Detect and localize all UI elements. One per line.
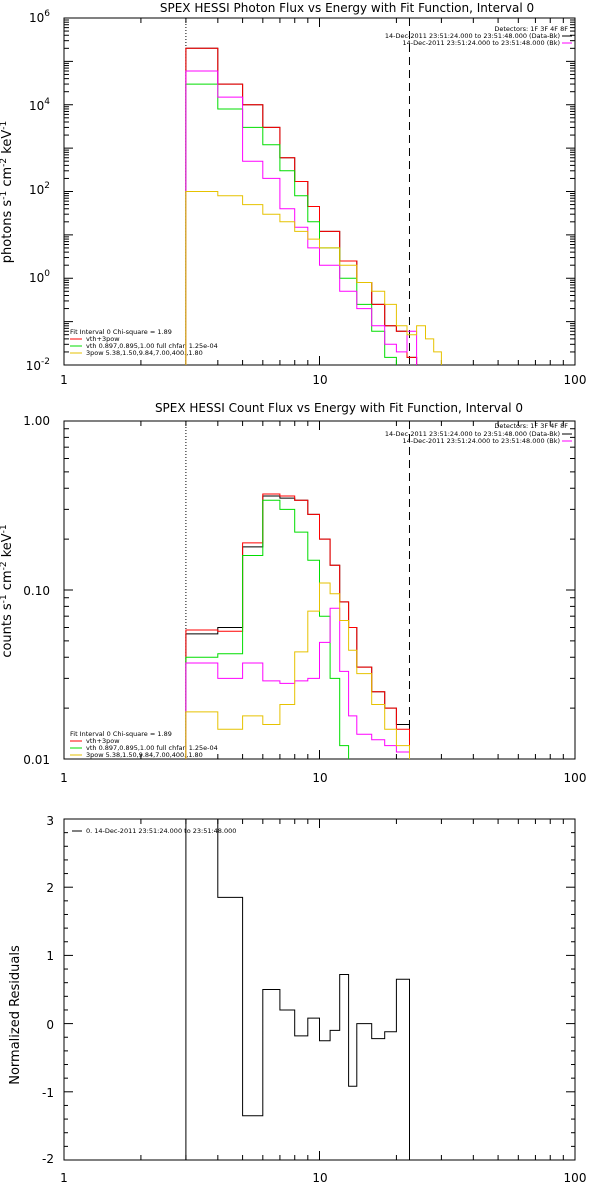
photon-x-tick-label: 10 [312, 373, 327, 387]
count-legend-entry-bk: 14-Dec-2011 23:51:24.000 to 23:51:48.000… [403, 437, 561, 445]
series-line [185, 582, 410, 759]
photon-fit-header: Fit Interval 0 Chi-square = 1.89 [70, 328, 172, 336]
photon-detectors-text: Detectors: 1F 3F 4F 8F [494, 25, 568, 33]
photon-legend-entry-bk: 14-Dec-2011 23:51:24.000 to 23:51:48.000… [403, 39, 561, 47]
residuals-y-tick-label: 3 [46, 814, 54, 828]
series-line [185, 47, 418, 365]
photon-y-tick-labels: 106 104 102 100 10-2 [26, 9, 51, 373]
photon-y-tick-label: 104 [29, 97, 50, 113]
count-y-tick-labels: 1.00 0.10 0.01 [23, 414, 50, 767]
count-x-tick-label: 1 [60, 771, 68, 785]
series-line [185, 493, 410, 759]
count-fit-header: Fit Interval 0 Chi-square = 1.89 [70, 730, 172, 738]
photon-fit-entry: vth 0.897,0.895,1.00 full chfan 1.25e-04 [86, 342, 218, 350]
residuals-x-tick-labels: 1 10 100 [60, 1171, 586, 1185]
count-x-tick-labels: 1 10 100 [60, 771, 586, 785]
series-line [185, 499, 350, 759]
photon-y-axis-label: photons s-1 cm-2 keV-1 [0, 121, 15, 263]
count-panel-title: SPEX HESSI Count Flux vs Energy with Fit… [155, 401, 523, 415]
series-line [185, 191, 442, 365]
residuals-x-tick-label: 1 [60, 1171, 68, 1185]
count-fit-entry: vth+3pow [86, 737, 120, 745]
plot-frame [63, 17, 576, 366]
count-y-tick-label: 1.00 [23, 414, 50, 428]
residuals-y-tick-label: 2 [46, 881, 54, 895]
residuals-y-tick-label: 0 [46, 1018, 54, 1032]
photon-legend-fit: Fit Interval 0 Chi-square = 1.89 vth+3po… [70, 328, 218, 357]
residuals-y-tick-label: 1 [46, 949, 54, 963]
residuals-y-tick-label: -1 [42, 1086, 54, 1100]
photon-panel-title: SPEX HESSI Photon Flux vs Energy with Fi… [160, 1, 534, 15]
count-y-tick-label: 0.10 [23, 584, 50, 598]
photon-y-tick-label: 102 [29, 181, 50, 197]
series-line [185, 47, 418, 365]
photon-y-tick-label: 10-2 [26, 357, 50, 373]
count-fit-entry: vth 0.897,0.895,1.00 full chfan 1.25e-04 [86, 744, 218, 752]
plot-area [185, 18, 442, 365]
count-legend-entry-data: 14-Dec-2011 23:51:24.000 to 23:51:48.000… [385, 430, 560, 438]
series-line [185, 819, 410, 1160]
count-detectors-text: Detectors: 1F 3F 4F 8F [494, 422, 568, 430]
series-line [185, 70, 418, 365]
residuals-legend: 0. 14-Dec-2011 23:51:24.000 to 23:51:48.… [72, 827, 236, 835]
photon-y-tick-label: 100 [29, 269, 50, 285]
count-x-tick-label: 10 [312, 771, 327, 785]
residuals-y-tick-labels: 3 2 1 0 -1 -2 [42, 814, 54, 1166]
residuals-x-tick-label: 10 [312, 1171, 327, 1185]
count-y-tick-label: 0.01 [23, 753, 50, 767]
count-legend-top: Detectors: 1F 3F 4F 8F 14-Dec-2011 23:51… [385, 422, 572, 445]
series-line [185, 607, 410, 759]
plot-frame [63, 818, 576, 1161]
residuals-y-axis-label: Normalized Residuals [8, 945, 23, 1085]
photon-fit-entry: 3pow 5.38,1.50,9.84,7.00,400.,1.80 [86, 349, 203, 357]
photon-x-tick-labels: 1 10 100 [60, 373, 586, 387]
photon-fit-entry: vth+3pow [86, 335, 120, 343]
count-flux-panel: SPEX HESSI Count Flux vs Energy with Fit… [0, 401, 586, 785]
residuals-panel: Normalized Residuals 3 2 1 0 -1 -2 1 10 … [8, 814, 586, 1185]
photon-legend-top: Detectors: 1F 3F 4F 8F 14-Dec-2011 23:51… [385, 25, 572, 47]
photon-x-tick-label: 1 [60, 373, 68, 387]
photon-flux-panel: SPEX HESSI Photon Flux vs Energy with Fi… [0, 1, 586, 387]
series-line [185, 495, 410, 759]
photon-y-tick-label: 106 [29, 9, 50, 25]
photon-x-tick-label: 100 [564, 373, 587, 387]
residuals-x-tick-label: 100 [564, 1171, 587, 1185]
photon-legend-entry-data: 14-Dec-2011 23:51:24.000 to 23:51:48.000… [385, 32, 560, 40]
residuals-y-tick-label: -2 [42, 1152, 54, 1166]
series-line [185, 83, 397, 365]
plot-area [185, 819, 410, 1160]
residuals-legend-entry: 0. 14-Dec-2011 23:51:24.000 to 23:51:48.… [86, 827, 236, 835]
count-y-axis-label: counts s-1 cm-2 keV-1 [0, 524, 15, 657]
count-x-tick-label: 100 [564, 771, 587, 785]
plot-area [185, 421, 410, 759]
count-legend-fit: Fit Interval 0 Chi-square = 1.89 vth+3po… [70, 730, 218, 759]
count-fit-entry: 3pow 5.38,1.50,9.84,7.00,400.,1.80 [86, 751, 203, 759]
